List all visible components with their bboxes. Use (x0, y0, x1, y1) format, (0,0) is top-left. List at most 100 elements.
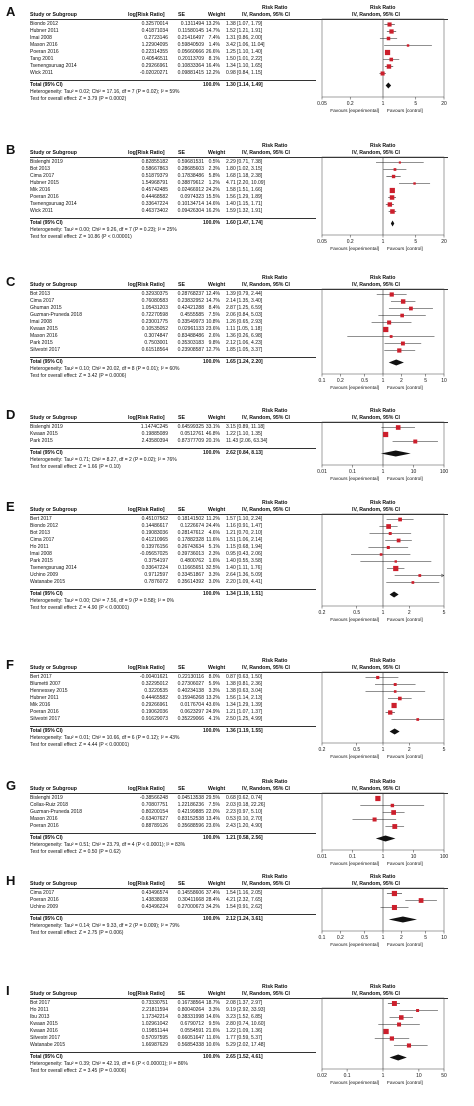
ci-value: 2.06 [0.84, 5.03] (226, 312, 263, 318)
study-name: Bot 2013 (30, 166, 51, 172)
total-weight: 100.0% (203, 591, 220, 597)
ci-value: 2.50 [1.25, 4.99] (226, 716, 263, 722)
header-weight: Weight (208, 150, 226, 156)
table-bottom-rule (30, 448, 316, 449)
se-value: 0.83152538 (177, 816, 204, 822)
total-label: Total (95% CI) (30, 450, 63, 456)
study-name: Kwaan 2015 (30, 431, 58, 437)
header-study: Study or Subgroup (30, 507, 77, 513)
weight-value: 43.6% (205, 702, 220, 708)
study-name: Park 2015 (30, 438, 53, 444)
effect-square (393, 565, 399, 572)
effect-square (394, 560, 397, 563)
ci-value: 2.03 [0.18, 22.26] (226, 802, 265, 808)
axis-tick-label: 0.2 (347, 239, 354, 245)
study-name: Bert 2017 (30, 516, 52, 522)
effect-square (389, 195, 395, 200)
axis-tick-label: 1 (382, 1073, 385, 1079)
effect-square (383, 431, 389, 438)
axis-tick-label: 0.01 (317, 469, 327, 475)
weight-value: 24.9% (205, 709, 220, 715)
ci-value: 1.52 [1.21, 1.91] (226, 28, 263, 34)
header-study: Study or Subgroup (30, 665, 77, 671)
study-name: Hubner 2015 (30, 180, 59, 186)
study-name: Park 2015 (30, 558, 53, 564)
forest-plot-area: 0.1 0.2 0.5 1 2 5 10 Favours [experimental] Favo… (319, 887, 447, 948)
study-name: Biondo 2012 (30, 21, 59, 27)
ci-value: 1.26 [0.65, 2.93] (226, 319, 263, 325)
se-value: 0.1226674 (180, 523, 204, 529)
se-value: 0.42421288 (177, 305, 204, 311)
se-value: 0.35688596 (177, 823, 204, 829)
header-study: Study or Subgroup (30, 786, 77, 792)
ci-value: 0.53 [0.10, 2.70] (226, 816, 263, 822)
log-rr-value: 0.19851144 (141, 1028, 168, 1034)
effect-square (383, 326, 389, 333)
effect-square (413, 182, 416, 185)
header-rule (30, 888, 448, 889)
total-weight: 100.0% (203, 835, 220, 841)
se-value: 0.6790712 (180, 1021, 204, 1027)
overall-effect-text: Test for overall effect: Z = 4.90 (P < 0… (30, 605, 130, 611)
effect-square (387, 202, 393, 207)
axis-tick-label: 0.02 (317, 1073, 327, 1079)
se-value: 0.38331998 (177, 1014, 204, 1020)
weight-value: 2.3% (208, 166, 220, 172)
ci-value: 1.40 [0.55, 3.58] (226, 558, 263, 564)
ci-value: 4.21 [2.32, 7.65] (226, 897, 263, 903)
study-name: Park 2015 (30, 340, 53, 346)
se-value: 0.35614392 (177, 579, 204, 585)
panel-letter: E (6, 499, 15, 514)
weight-value: 8.0% (208, 674, 220, 680)
weight-value: 22.0% (205, 809, 220, 815)
header-rule (30, 672, 448, 673)
effect-square (409, 306, 413, 311)
study-name: Tsenengsuruag 2014 (30, 63, 77, 69)
axis-tick-label: 10 (411, 854, 417, 860)
log-rr-value: 0.70807751 (141, 802, 168, 808)
axis-tick-label: 0.5 (353, 610, 360, 616)
study-name: Bislenghi 2019 (30, 795, 63, 801)
header-ci: IV, Random, 95% CI (242, 786, 290, 792)
ci-value: 1.54 [1.16, 2.05] (226, 890, 263, 896)
axis-tick-label: 1 (382, 854, 385, 860)
header-ci: IV, Random, 95% CI (242, 12, 290, 18)
log-rr-value: 0.46373402 (141, 208, 168, 214)
effect-square (396, 538, 401, 543)
weight-value: 28.4% (205, 897, 220, 903)
log-rr-value: 1.17342214 (141, 1014, 168, 1020)
weight-value: 7.4% (208, 35, 220, 41)
weight-value: 18.7% (205, 1000, 220, 1006)
log-rr-value: 0.41871034 (141, 28, 168, 34)
effect-square (406, 1043, 412, 1048)
se-value: 0.28768237 (177, 291, 204, 297)
ci-value: 1.57 [1.10, 2.24] (226, 516, 263, 522)
study-name: Bot 2017 (30, 1000, 51, 1006)
header-risk-ratio-right: Risk Ratio (370, 779, 396, 785)
effect-square (413, 439, 418, 444)
weight-value: 23.6% (205, 326, 220, 332)
effect-square (400, 341, 405, 346)
header-log-rr: log[Risk Ratio] (128, 12, 165, 18)
log-rr-value: 1.1474C245 (140, 424, 168, 430)
log-rr-value: -0.38566248 (139, 795, 168, 801)
weight-value: 3.3% (208, 688, 220, 694)
header-log-rr: log[Risk Ratio] (128, 415, 165, 421)
weight-value: 23.6% (205, 823, 220, 829)
header-se: SE (178, 881, 185, 887)
weight-value: 24.2% (205, 187, 220, 193)
total-ci: 1.34 [1.19, 1.51] (226, 591, 263, 597)
study-name: Mason 2016 (30, 42, 58, 48)
se-value: 0.28685603 (177, 166, 204, 172)
header-log-rr: log[Risk Ratio] (128, 786, 165, 792)
effect-square (392, 824, 398, 829)
weight-value: 24.4% (205, 523, 220, 529)
forest-plot-area: 0.01 0.1 1 10 100 Favours [experimental] Favou… (317, 792, 448, 867)
header-ci-plot: IV, Random, 95% CI (352, 786, 400, 792)
total-label: Total (95% CI) (30, 916, 63, 922)
study-name: Cima 2017 (30, 298, 55, 304)
header-ci-plot: IV, Random, 95% CI (352, 282, 400, 288)
study-name: Ibu 2013 (30, 1014, 50, 1020)
study-name: Kwaan 2015 (30, 326, 58, 332)
axis-tick-label: 0.5 (353, 747, 360, 753)
